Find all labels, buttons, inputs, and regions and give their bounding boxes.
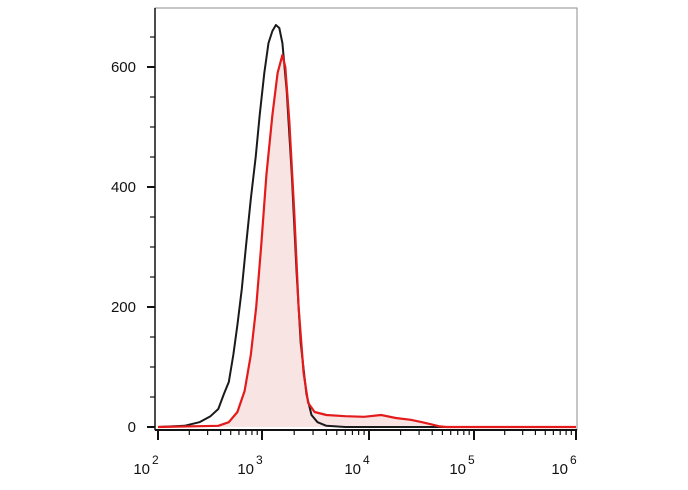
y-tick-label: 600 bbox=[111, 59, 136, 76]
x-tick-label-exponent: 6 bbox=[570, 453, 577, 467]
y-tick-label: 0 bbox=[128, 419, 136, 436]
series-2-fill bbox=[158, 55, 576, 427]
x-tick-label-exponent: 5 bbox=[468, 453, 475, 467]
x-tick-label-exponent: 4 bbox=[363, 453, 370, 467]
y-tick-label: 200 bbox=[111, 299, 136, 316]
x-tick-label-base: 10 bbox=[551, 461, 568, 478]
x-tick-label-base: 10 bbox=[344, 461, 361, 478]
plot-frame bbox=[154, 7, 578, 431]
x-tick-label-exponent: 2 bbox=[152, 453, 159, 467]
series-2-line bbox=[157, 53, 576, 429]
x-tick-label-exponent: 3 bbox=[256, 453, 263, 467]
series-1-line bbox=[157, 24, 576, 428]
x-tick-label-base: 10 bbox=[449, 461, 466, 478]
y-tick-label: 400 bbox=[111, 179, 136, 196]
x-tick-label-base: 10 bbox=[133, 461, 150, 478]
x-tick-label-base: 10 bbox=[237, 461, 254, 478]
